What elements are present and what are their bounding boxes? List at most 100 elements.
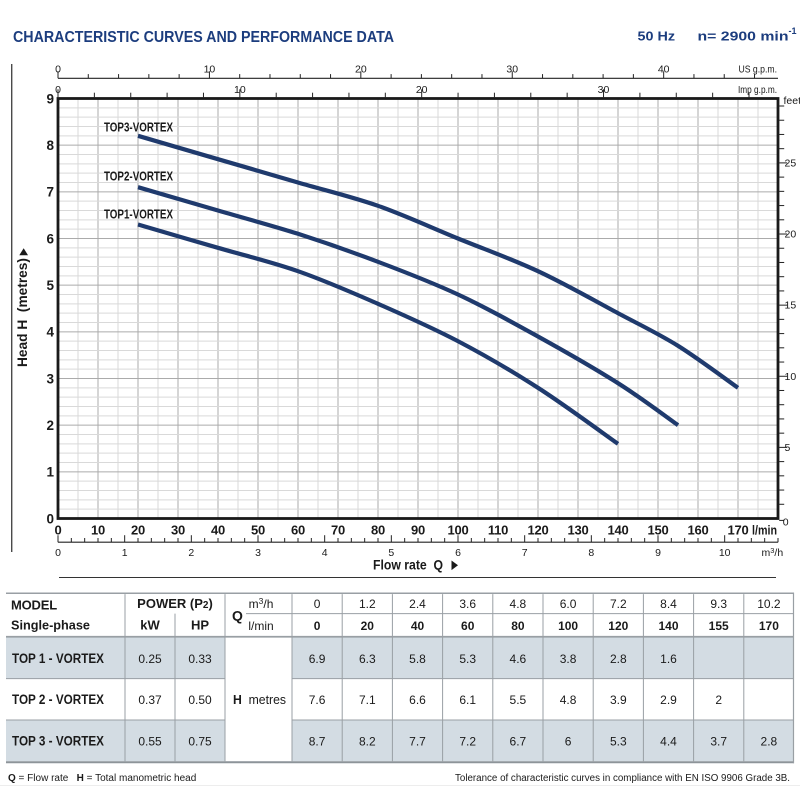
svg-text:155: 155	[709, 619, 729, 633]
svg-text:30: 30	[598, 84, 610, 96]
svg-text:8.4: 8.4	[660, 597, 677, 611]
svg-text:TOP 2 - VORTEX: TOP 2 - VORTEX	[12, 692, 104, 707]
svg-text:40: 40	[211, 523, 225, 538]
svg-text:6.3: 6.3	[359, 652, 376, 666]
svg-text:120: 120	[608, 619, 628, 633]
svg-text:80: 80	[511, 619, 525, 633]
svg-text:4: 4	[322, 547, 328, 559]
svg-text:100: 100	[558, 619, 578, 633]
svg-text:7: 7	[46, 185, 54, 200]
svg-text:8.2: 8.2	[359, 734, 376, 748]
svg-text:5.5: 5.5	[510, 693, 527, 707]
svg-text:20: 20	[785, 229, 797, 241]
svg-text:0: 0	[55, 63, 61, 75]
svg-text:5.8: 5.8	[409, 652, 426, 666]
svg-text:3.6: 3.6	[459, 597, 476, 611]
svg-text:4.4: 4.4	[660, 734, 677, 748]
svg-text:6.1: 6.1	[459, 693, 476, 707]
svg-text:6: 6	[455, 547, 461, 559]
svg-text:10: 10	[91, 523, 105, 538]
svg-text:7.2: 7.2	[610, 597, 627, 611]
svg-text:110: 110	[488, 523, 508, 538]
svg-text:120: 120	[527, 523, 548, 538]
svg-text:10: 10	[234, 84, 246, 96]
svg-text:0.25: 0.25	[138, 652, 162, 666]
svg-text:140: 140	[658, 619, 678, 633]
svg-text:8: 8	[588, 547, 594, 559]
svg-text:4.8: 4.8	[560, 693, 577, 707]
svg-text:5: 5	[388, 547, 394, 559]
svg-text:1: 1	[46, 465, 54, 480]
svg-text:20: 20	[131, 523, 145, 538]
svg-text:5.3: 5.3	[459, 652, 476, 666]
svg-text:0.50: 0.50	[188, 693, 212, 707]
svg-text:0: 0	[314, 619, 321, 633]
svg-text:0: 0	[54, 523, 61, 538]
svg-text:9: 9	[655, 547, 661, 559]
svg-text:20: 20	[416, 84, 428, 96]
svg-text:2.8: 2.8	[761, 734, 778, 748]
svg-text:2: 2	[46, 418, 54, 433]
svg-text:2.8: 2.8	[610, 652, 627, 666]
svg-text:8.7: 8.7	[309, 734, 326, 748]
svg-text:25: 25	[785, 158, 797, 170]
svg-text:7.6: 7.6	[309, 693, 326, 707]
svg-text:TOP3-VORTEX: TOP3-VORTEX	[104, 121, 174, 135]
svg-text:130: 130	[567, 523, 588, 538]
svg-text:Head H (metres): Head H (metres)	[15, 258, 30, 367]
svg-text:60: 60	[461, 619, 475, 633]
svg-text:5: 5	[785, 442, 791, 454]
svg-text:9: 9	[46, 91, 54, 106]
svg-text:m3/h: m3/h	[762, 546, 784, 559]
svg-text:n= 2900 min: n= 2900 min	[698, 29, 789, 44]
svg-text:7.2: 7.2	[459, 734, 476, 748]
svg-text:TOP1-VORTEX: TOP1-VORTEX	[104, 208, 174, 222]
svg-text:TOP 3 - VORTEX: TOP 3 - VORTEX	[12, 733, 104, 748]
svg-text:6.6: 6.6	[409, 693, 426, 707]
svg-text:0: 0	[46, 511, 54, 526]
svg-text:5.3: 5.3	[610, 734, 627, 748]
svg-text:HP: HP	[191, 618, 209, 633]
svg-text:40: 40	[411, 619, 425, 633]
svg-text:kW: kW	[140, 618, 160, 633]
svg-text:6: 6	[46, 231, 54, 246]
svg-text:0.75: 0.75	[188, 734, 212, 748]
svg-text:3.9: 3.9	[610, 693, 627, 707]
svg-text:0: 0	[783, 516, 789, 528]
svg-text:3.7: 3.7	[710, 734, 727, 748]
svg-text:20: 20	[361, 619, 375, 633]
svg-text:6.9: 6.9	[309, 652, 326, 666]
svg-text:3.8: 3.8	[560, 652, 577, 666]
svg-text:feet: feet	[784, 95, 800, 107]
svg-text:140: 140	[607, 523, 628, 538]
svg-text:MODEL: MODEL	[11, 597, 57, 612]
svg-text:80: 80	[371, 523, 385, 538]
svg-text:170: 170	[727, 523, 748, 538]
svg-text:4.8: 4.8	[510, 597, 527, 611]
svg-text:CHARACTERISTIC CURVES AND PERF: CHARACTERISTIC CURVES AND PERFORMANCE DA…	[13, 29, 394, 46]
svg-text:30: 30	[506, 63, 518, 75]
svg-text:H metres: H metres	[233, 692, 286, 707]
svg-text:TOP2-VORTEX: TOP2-VORTEX	[104, 169, 174, 183]
svg-text:30: 30	[171, 523, 185, 538]
svg-text:170: 170	[759, 619, 779, 633]
svg-text:2: 2	[188, 547, 194, 559]
svg-text:8: 8	[46, 138, 54, 153]
svg-text:0: 0	[314, 597, 321, 611]
svg-text:Single-phase: Single-phase	[11, 618, 90, 633]
svg-text:0.55: 0.55	[138, 734, 162, 748]
svg-text:Imp g.p.m.: Imp g.p.m.	[738, 84, 777, 96]
svg-text:7.7: 7.7	[409, 734, 426, 748]
svg-text:160: 160	[687, 523, 708, 538]
svg-text:7.1: 7.1	[359, 693, 376, 707]
svg-text:0: 0	[55, 84, 61, 96]
svg-text:m3/h: m3/h	[249, 596, 274, 611]
svg-text:Flow rate Q: Flow rate Q	[373, 558, 443, 573]
svg-text:20: 20	[355, 63, 367, 75]
svg-text:9.3: 9.3	[710, 597, 727, 611]
svg-text:100: 100	[447, 523, 468, 538]
svg-text:10: 10	[204, 63, 216, 75]
svg-text:0: 0	[55, 547, 61, 559]
svg-text:15: 15	[785, 300, 797, 312]
svg-text:3: 3	[46, 371, 54, 386]
